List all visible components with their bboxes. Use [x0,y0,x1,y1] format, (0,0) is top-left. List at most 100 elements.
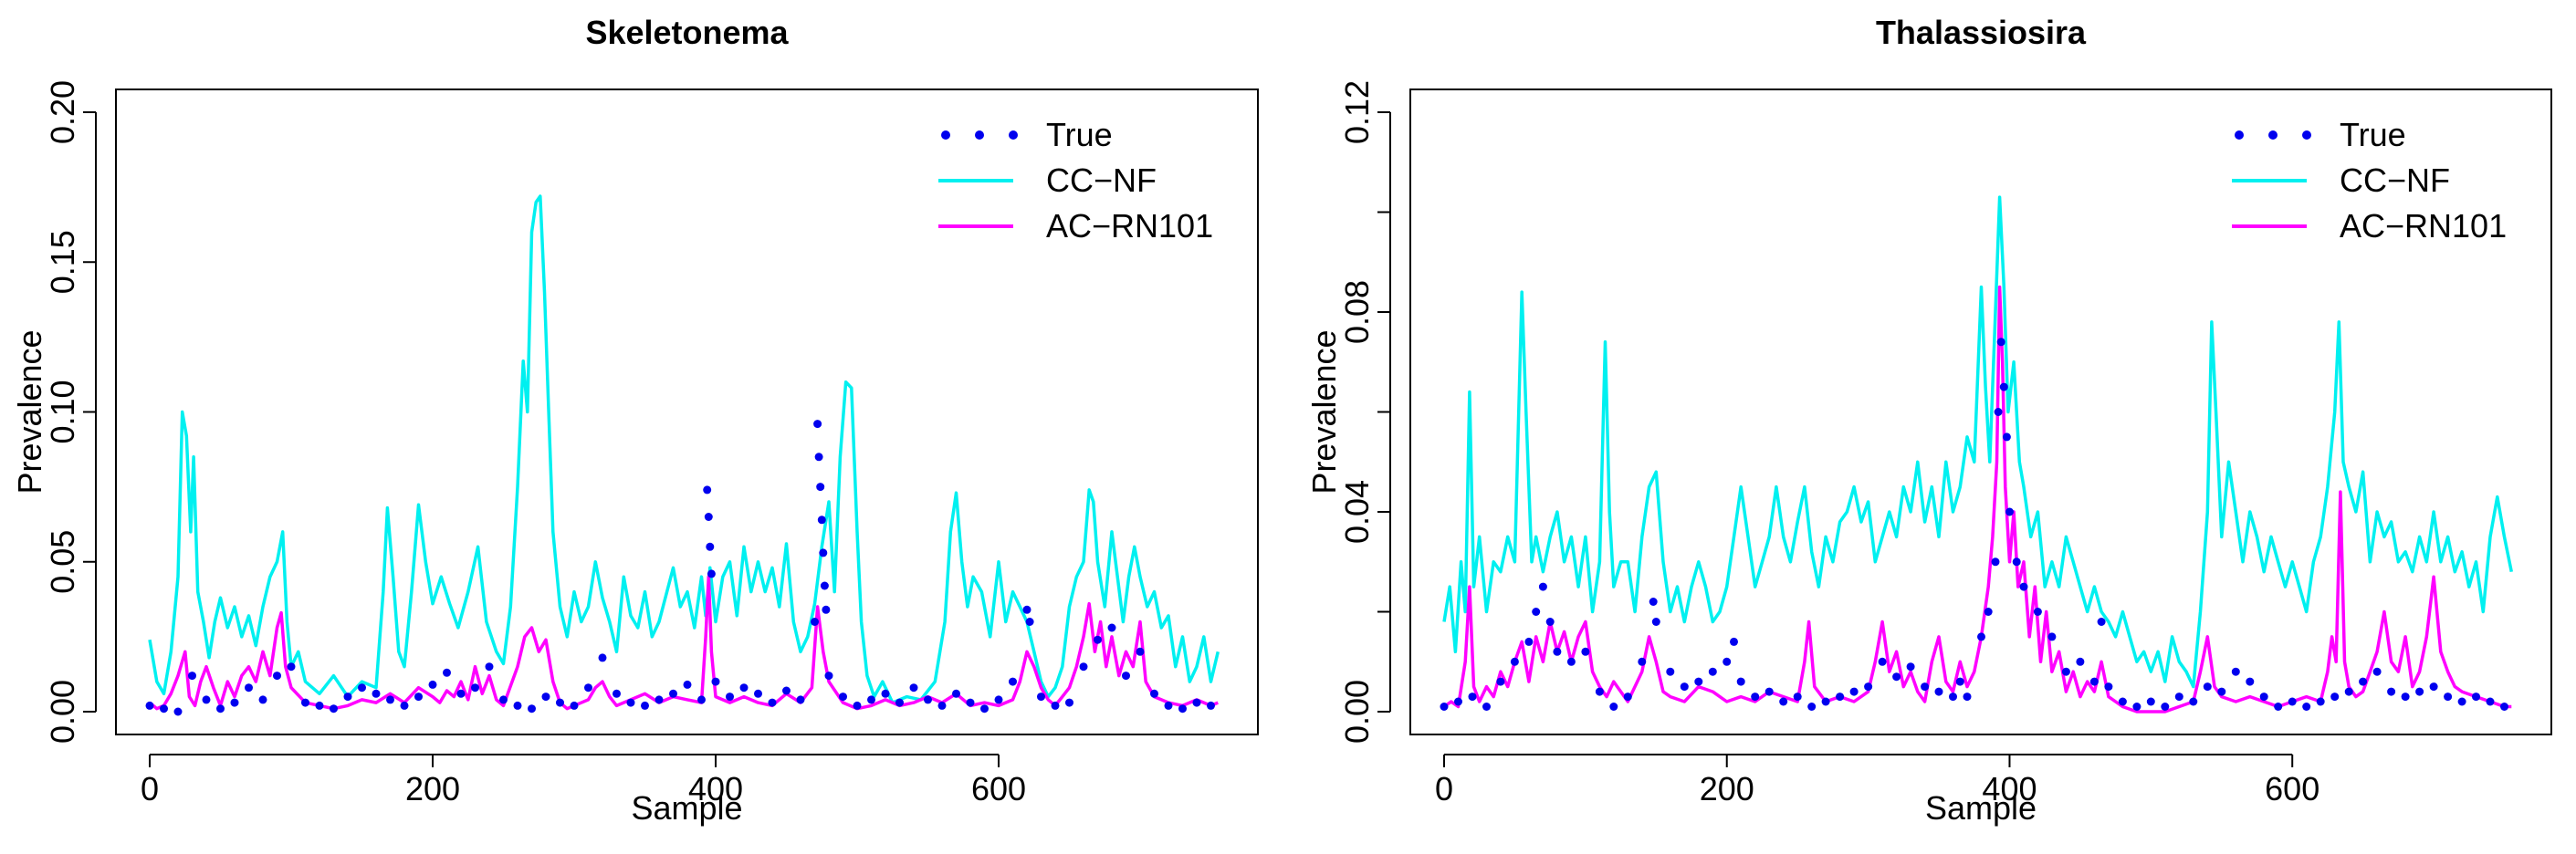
data-point-true [1623,693,1632,702]
data-point-true [2033,608,2042,616]
data-point-true [2316,697,2325,706]
data-point-true [245,683,253,693]
data-point-true [1984,608,1993,616]
legend-marker-true [2302,130,2311,140]
data-point-true [2274,703,2283,711]
legend-marker-true [941,130,950,140]
data-point-true [2359,677,2368,686]
legend: True CC−NF AC−RN101 [2232,116,2507,245]
data-point-true [654,695,664,704]
data-point-true [1977,632,1985,641]
data-point-true [2330,693,2340,702]
data-point-true [1649,598,1658,606]
data-point-true [1468,693,1477,702]
data-point-true [216,704,225,713]
data-point-true [1680,682,1689,692]
legend-marker-true [2235,130,2244,140]
data-point-true [1164,701,1173,710]
data-point-true [2444,693,2453,702]
data-point-true [471,683,479,693]
data-point-true [704,513,713,521]
data-point-true [2012,557,2021,567]
data-point-true [1751,693,1760,702]
data-point-true [1906,662,1915,672]
data-point-true [819,548,828,557]
y-tick-label: 0.10 [44,380,81,443]
data-point-true [2076,657,2085,666]
data-point-true [400,701,409,710]
data-point-true [1730,637,1738,646]
x-tick-label: 400 [1982,770,2037,807]
data-point-true [372,689,381,698]
x-tick-label: 600 [2265,770,2319,807]
data-point-true [2259,693,2268,702]
data-point-true [1949,693,1957,702]
data-point-true [1807,703,1817,711]
data-point-true [1892,672,1901,682]
data-point-true [301,698,309,707]
data-point-true [1545,618,1555,626]
data-point-true [697,695,706,704]
data-point-true [1651,618,1660,626]
legend-label-true: True [1046,116,1113,153]
data-point-true [909,683,918,693]
data-point-true [1991,557,2000,567]
data-point-true [2217,687,2226,696]
data-point-true [816,483,825,492]
data-point-true [556,698,564,707]
y-tick-label: 0.00 [1338,680,1376,744]
data-point-true [1581,647,1590,656]
data-point-true [2401,693,2410,702]
legend-marker-true [975,130,984,140]
x-axis-label: Sample [631,789,742,827]
legend-marker-true [2268,130,2278,140]
data-point-true [1532,608,1541,616]
data-point-true [1708,667,1717,676]
data-point-true [287,662,296,672]
data-point-true [626,698,635,707]
data-point-true [711,677,720,686]
data-point-true [1779,697,1788,706]
data-point-true [994,695,1003,704]
data-point-true [1496,677,1505,686]
data-point-true [881,689,890,698]
data-point-true [839,693,847,702]
data-point-true [1609,703,1618,711]
legend: True CC−NF AC−RN101 [938,116,1213,245]
data-point-true [2302,703,2311,711]
data-point-true [1079,662,1088,672]
series-line-ac-rn101 [148,575,1219,711]
data-point-true [1836,693,1845,702]
data-point-true [817,516,826,525]
data-point-true [528,704,536,713]
x-tick-label: 0 [141,770,159,807]
data-point-true [706,542,715,551]
x-tick-label: 200 [1700,770,1754,807]
data-point-true [952,689,960,698]
legend-label-true: True [2340,116,2406,153]
data-point-true [1094,635,1102,644]
data-point-true [598,653,607,662]
data-point-true [2104,682,2113,692]
x-axis-label: Sample [1925,789,2037,827]
data-point-true [1955,677,1964,686]
data-point-true [1595,687,1604,696]
data-point-true [867,695,875,704]
x-tick-label: 200 [405,770,460,807]
data-point-true [1022,605,1031,614]
legend-marker-true [1009,130,1018,140]
legend-label-ac-rn101: AC−RN101 [2340,207,2507,245]
data-point-true [330,704,338,713]
data-point-true [895,698,904,707]
data-point-true [1849,687,1859,696]
data-point-true [768,698,777,707]
data-point-true [2231,667,2240,676]
data-point-true [1122,672,1130,681]
data-point-true [2118,697,2127,706]
data-point-true [315,701,324,710]
data-point-true [570,701,579,710]
data-point-true [1440,703,1449,711]
data-point-true [2019,582,2028,591]
